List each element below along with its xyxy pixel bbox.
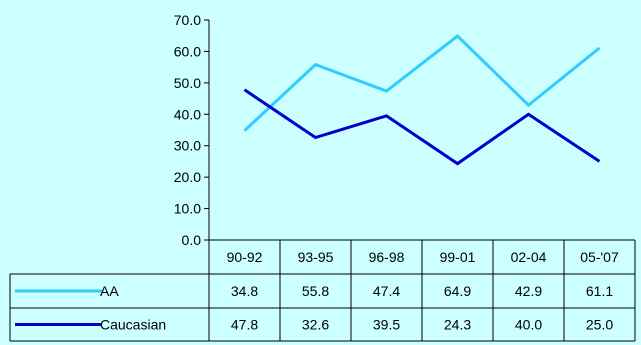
data-value-cell: 47.8 <box>231 317 258 333</box>
data-value-cell: 24.3 <box>444 317 471 333</box>
category-label: 90-92 <box>227 249 263 265</box>
data-value-cell: 25.0 <box>586 317 613 333</box>
data-value-cell: 40.0 <box>515 317 542 333</box>
data-value-cell: 47.4 <box>373 283 400 299</box>
y-tick-label: 70.0 <box>174 12 201 28</box>
y-tick-label: 20.0 <box>174 169 201 185</box>
data-value-cell: 39.5 <box>373 317 400 333</box>
data-value-cell: 32.6 <box>302 317 329 333</box>
data-table: 90-92 93-95 96-98 99-01 02-04 05-'07 AA 34.8 55.… <box>9 239 636 342</box>
y-tick-label: 40.0 <box>174 106 201 122</box>
category-label: 96-98 <box>369 249 405 265</box>
y-tick-label: 60.0 <box>174 43 201 59</box>
y-tick-label: 50.0 <box>174 75 201 91</box>
series-lines <box>243 34 601 166</box>
data-value-cell: 61.1 <box>586 283 613 299</box>
y-tick-label: 0.0 <box>182 232 202 248</box>
category-label: 99-01 <box>440 249 476 265</box>
category-label: 02-04 <box>511 249 547 265</box>
data-value-cell: 64.9 <box>444 283 471 299</box>
y-tick-label: 30.0 <box>174 138 201 154</box>
y-tick-label: 10.0 <box>174 201 201 217</box>
series-line-caucasian <box>243 88 601 166</box>
axes: 0.0 10.0 20.0 30.0 40.0 50.0 60.0 70.0 <box>174 12 210 248</box>
legend-label: AA <box>100 283 119 299</box>
series-line-aa <box>243 34 601 132</box>
legend-label: Caucasian <box>100 317 166 333</box>
data-value-cell: 55.8 <box>302 283 329 299</box>
category-label: 93-95 <box>298 249 334 265</box>
data-value-cell: 34.8 <box>231 283 258 299</box>
data-value-cell: 42.9 <box>515 283 542 299</box>
category-label: 05-'07 <box>580 249 619 265</box>
